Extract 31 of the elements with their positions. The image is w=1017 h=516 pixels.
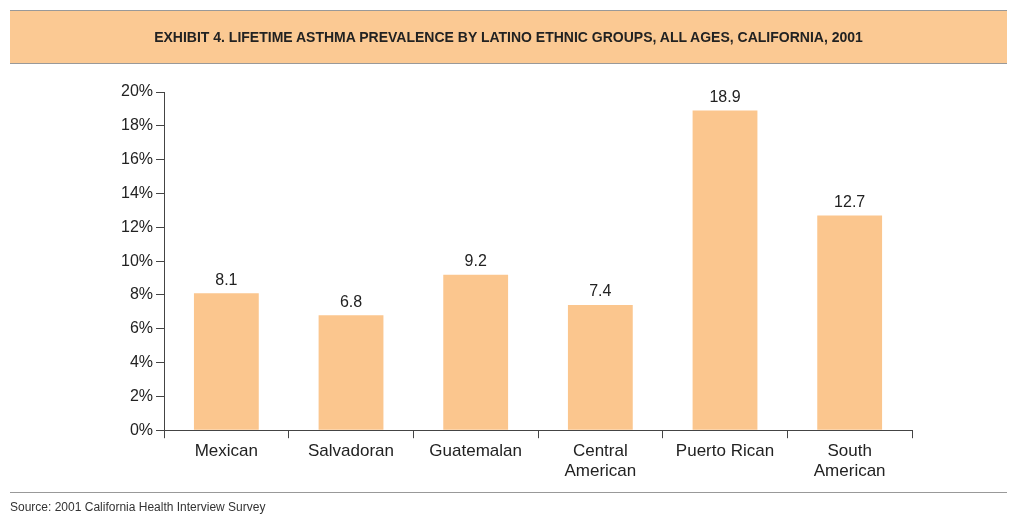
bar [443,274,509,430]
bar [817,215,883,430]
bar [193,293,259,430]
y-tick-label: 14% [120,183,154,201]
x-tick-label: South American [813,441,886,481]
data-label: 6.8 [339,292,363,310]
source-note: Source: 2001 California Health Interview Survey [10,500,266,514]
bar [692,110,758,430]
x-tick-label: Puerto Rican [675,441,775,461]
x-tick-label: Salvadoran [308,441,395,461]
x-tick-label: Guatemalan [429,441,522,461]
bar [567,305,633,430]
y-tick-label: 6% [129,319,154,337]
data-label: 12.7 [834,192,866,210]
data-label: 18.9 [709,88,741,106]
y-tick-label: 18% [120,116,154,134]
y-tick-label: 12% [120,217,154,235]
y-tick-label: 10% [120,251,154,269]
y-tick-label: 0% [129,420,154,438]
chart-title: EXHIBIT 4. LIFETIME ASTHMA PREVALENCE BY LATINO ETHNIC GROUPS, ALL AGES, CALIFORNIA, 2001 [10,10,1007,64]
bar [318,315,384,430]
y-tick-label: 20% [120,82,154,100]
data-label: 7.4 [589,282,612,300]
y-tick-label: 4% [129,352,154,370]
data-label: 9.2 [464,252,487,270]
y-tick-label: 2% [129,386,154,404]
x-tick-label: Mexican [194,441,259,461]
y-tick-label: 8% [129,285,154,303]
data-label: 8.1 [215,270,238,288]
y-tick-label: 16% [120,150,154,168]
x-tick-label: Central American [564,441,637,481]
